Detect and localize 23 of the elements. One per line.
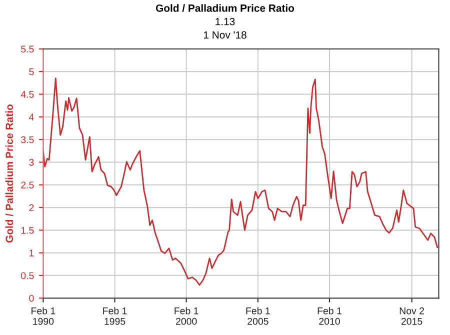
y-tick-label: 4 [28,114,34,120]
y-tick-label: 2 [29,204,34,212]
x-tick-label: Feb 1 2010 [318,307,342,325]
y-tick-label: 3.5 [21,136,34,144]
y-tick-label: 3 [29,158,34,166]
x-tick-label: Feb 1 1990 [32,307,56,325]
x-tick-label: Feb 1 2005 [246,307,270,325]
y-tick-label: 1 [30,250,34,256]
y-axis-title: Gold / Palladium Price Ratio [5,104,14,243]
y-tick-label: 5.5 [21,46,34,53]
text: 1 Nov '18 [204,31,246,39]
y-tick-label: 1.5 [21,227,34,234]
y-tick-label: 4.5 [20,91,34,98]
y-tick-label: 0 [29,294,34,302]
y-tick-label: 5 [29,68,34,76]
y-tick-label: 2.5 [21,182,34,188]
line-series [43,78,438,286]
chart-title: Gold / Palladium Price Ratio [156,4,294,12]
chart-subtitle: 1.13 [216,18,235,26]
x-tick-label: Feb 1 2000 [174,307,198,325]
x-tick-label: Nov 2 2015 [400,307,424,325]
x-tick-label: Feb 1 1995 [103,307,127,325]
y-tick-label: 0.5 [21,272,34,280]
